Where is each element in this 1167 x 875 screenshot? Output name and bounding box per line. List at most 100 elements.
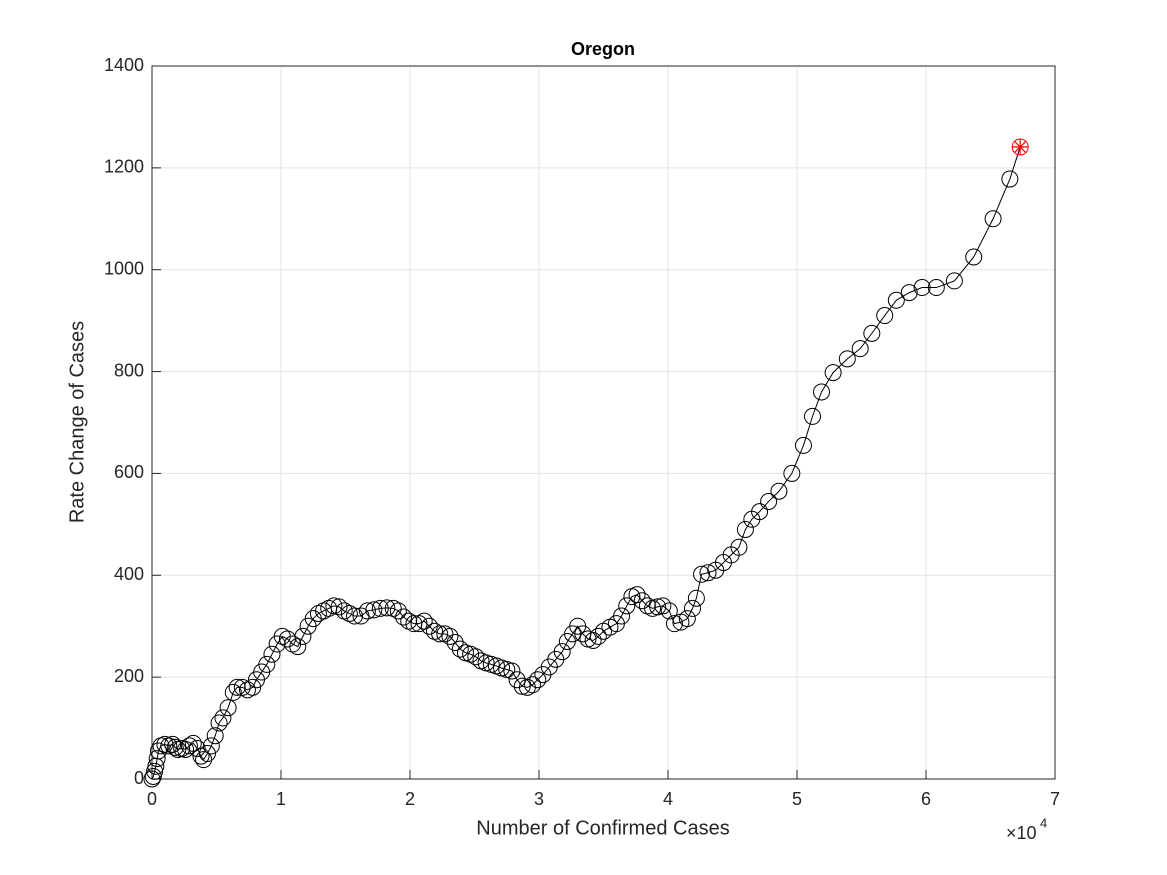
marker xyxy=(965,248,983,266)
marker xyxy=(803,407,821,425)
marker xyxy=(330,598,348,616)
marker xyxy=(188,739,206,757)
marker xyxy=(684,599,702,617)
marker xyxy=(553,643,571,661)
marker xyxy=(613,607,631,625)
marker xyxy=(371,599,389,617)
marker xyxy=(289,638,307,656)
x-axis-label: Number of Confirmed Cases xyxy=(476,817,729,839)
marker xyxy=(524,676,542,694)
marker xyxy=(665,615,683,633)
marker xyxy=(813,383,831,401)
y-tick-label: 800 xyxy=(114,360,144,380)
marker xyxy=(294,627,312,645)
marker xyxy=(618,597,636,615)
marker xyxy=(760,492,778,510)
marker xyxy=(358,602,376,620)
marker xyxy=(214,709,232,727)
marker xyxy=(148,750,166,768)
marker xyxy=(198,745,216,763)
marker xyxy=(730,538,748,556)
y-tick-label: 1400 xyxy=(104,55,144,75)
marker xyxy=(984,210,1002,228)
x-multiplier: ×10 xyxy=(1006,823,1037,843)
marker xyxy=(365,601,383,619)
marker xyxy=(654,597,672,615)
marker xyxy=(887,291,905,309)
y-tick-label: 600 xyxy=(114,462,144,482)
x-tick-label: 2 xyxy=(405,789,415,809)
marker xyxy=(513,677,531,695)
marker xyxy=(195,751,213,769)
plot-frame xyxy=(151,65,1056,780)
x-multiplier-exponent: 4 xyxy=(1040,815,1047,830)
marker xyxy=(446,634,464,652)
marker xyxy=(219,699,237,717)
y-tick-label: 1200 xyxy=(104,157,144,177)
marker xyxy=(143,770,161,788)
marker xyxy=(783,464,801,482)
marker xyxy=(451,640,469,658)
marker xyxy=(1001,170,1019,188)
marker xyxy=(378,599,396,617)
marker xyxy=(228,678,246,696)
marker xyxy=(164,735,182,753)
x-tick-label: 1 xyxy=(276,789,286,809)
marker xyxy=(876,307,894,325)
marker xyxy=(584,631,602,649)
marker xyxy=(736,520,754,538)
marker xyxy=(770,482,788,500)
x-tick-label: 6 xyxy=(921,789,931,809)
marker xyxy=(794,436,812,454)
marker xyxy=(678,610,696,628)
marker xyxy=(687,589,705,607)
marker xyxy=(244,678,262,696)
marker xyxy=(389,602,407,620)
y-tick-label: 400 xyxy=(114,564,144,584)
marker xyxy=(503,662,521,680)
marker xyxy=(529,671,547,689)
y-tick-label: 200 xyxy=(114,666,144,686)
marker xyxy=(851,340,869,358)
marker xyxy=(824,364,842,382)
chart-title: Oregon xyxy=(571,39,635,59)
x-tick-label: 7 xyxy=(1050,789,1060,809)
marker xyxy=(693,565,711,583)
marker xyxy=(149,742,167,760)
marker xyxy=(628,586,646,604)
marker xyxy=(900,284,918,302)
x-tick-label: 3 xyxy=(534,789,544,809)
marker xyxy=(863,324,881,342)
marker xyxy=(206,727,224,745)
y-axis-label: Rate Change of Cases xyxy=(66,321,88,523)
highlight-asterisk xyxy=(1014,140,1027,154)
marker xyxy=(945,272,963,290)
marker xyxy=(660,602,678,620)
marker xyxy=(166,738,184,756)
marker xyxy=(589,627,607,645)
marker xyxy=(699,564,717,582)
marker xyxy=(263,645,281,663)
x-tick-label: 4 xyxy=(663,789,673,809)
marker xyxy=(441,627,459,645)
marker xyxy=(224,683,242,701)
marker xyxy=(210,714,228,732)
marker xyxy=(649,598,667,616)
marker xyxy=(180,737,198,755)
y-tick-label: 0 xyxy=(134,768,144,788)
marker xyxy=(325,597,343,615)
marker xyxy=(467,648,485,666)
marker xyxy=(838,350,856,368)
x-tick-label: 5 xyxy=(792,789,802,809)
marker xyxy=(184,734,202,752)
y-tick-label: 1000 xyxy=(104,258,144,278)
marker xyxy=(913,279,931,297)
marker xyxy=(202,737,220,755)
marker xyxy=(415,612,433,630)
marker xyxy=(258,655,276,673)
marker xyxy=(431,625,449,643)
marker xyxy=(751,503,769,521)
marker xyxy=(395,608,413,626)
